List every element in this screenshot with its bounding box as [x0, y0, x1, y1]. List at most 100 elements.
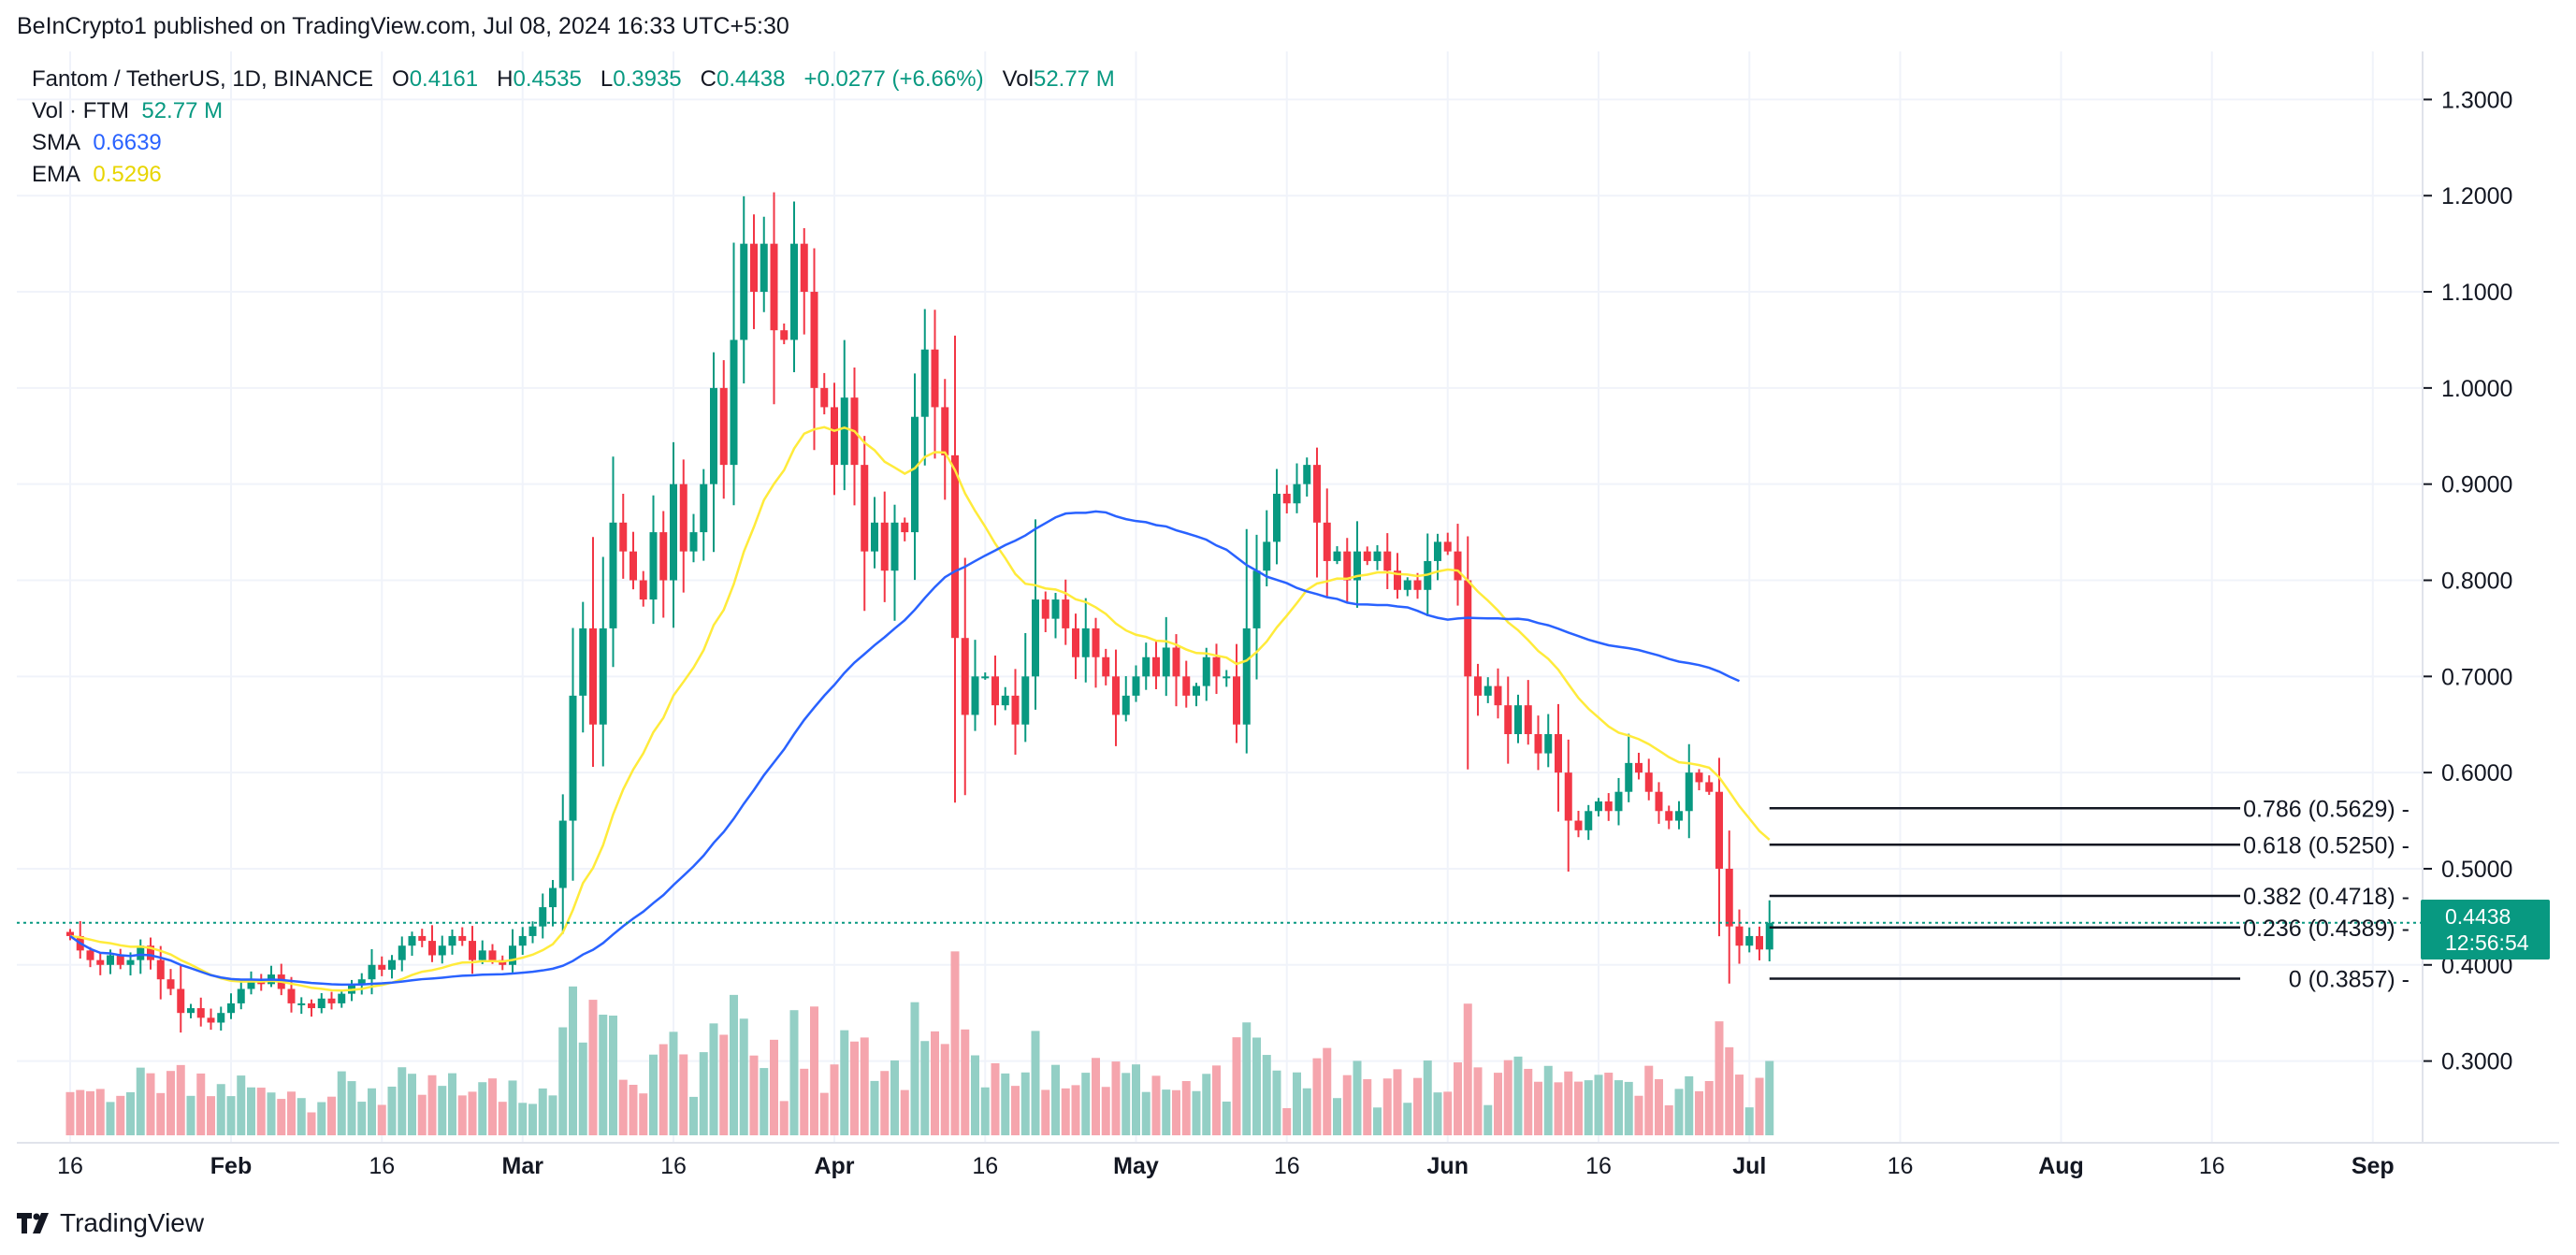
volume-bar [216, 1084, 225, 1135]
volume-bar [65, 1091, 75, 1135]
candle-body [558, 820, 567, 888]
volume-bar [156, 1092, 166, 1135]
volume-bar [1363, 1079, 1372, 1135]
candle-body [107, 955, 114, 965]
volume-bar [1202, 1074, 1211, 1135]
candle-body [679, 483, 687, 552]
volume-bar [317, 1102, 326, 1135]
candle-body [589, 628, 597, 725]
candle-body [1263, 541, 1271, 571]
fib-label: 0.618 (0.5250) - [2243, 832, 2410, 858]
candle-body [1494, 685, 1502, 706]
fib-label: 0.236 (0.4389) - [2243, 916, 2410, 942]
volume-bar [226, 1096, 236, 1135]
open-label: O [392, 66, 410, 92]
volume-label: Vol [1002, 66, 1034, 92]
tradingview-logo[interactable]: TradingView [17, 1208, 204, 1238]
candle-body [670, 483, 677, 581]
candle-body [871, 522, 878, 552]
candle-body [569, 695, 577, 821]
candle-body [237, 988, 245, 1003]
x-tick-label: Jul [1732, 1153, 1766, 1179]
volume-bar [1382, 1078, 1392, 1135]
candle-body [700, 483, 708, 533]
volume-bar [1312, 1058, 1322, 1135]
candle-body [137, 945, 145, 960]
volume-bar [940, 1044, 949, 1135]
volume-bar [518, 1103, 528, 1135]
volume-bar [508, 1080, 517, 1135]
candle-body [1242, 628, 1251, 725]
x-tick-label: 16 [972, 1153, 998, 1179]
candle-body [1162, 647, 1170, 677]
candle-body [428, 941, 436, 956]
x-tick-label: 16 [1585, 1153, 1612, 1179]
volume-bar [900, 1089, 909, 1135]
volume-bar [1503, 1060, 1512, 1135]
candle-body [368, 964, 376, 980]
volume-bar [1242, 1022, 1252, 1135]
volume-bar [488, 1078, 497, 1135]
volume-bar [1624, 1081, 1633, 1135]
volume-bar [1403, 1103, 1412, 1135]
candle-body [719, 387, 728, 466]
y-tick-label: 0.5000 [2441, 857, 2512, 883]
volume-bar [860, 1037, 869, 1135]
candle-body [619, 522, 628, 552]
volume-bar [427, 1075, 437, 1135]
volume-bar [1122, 1073, 1131, 1135]
ema-indicator-row[interactable]: EMA 0.5296 [32, 159, 1115, 191]
candle-body [790, 243, 798, 340]
candle-body [1555, 734, 1562, 773]
candle-body [1293, 483, 1301, 504]
candle-body [1172, 647, 1180, 677]
volume-bar [1232, 1037, 1241, 1135]
volume-bar [247, 1087, 255, 1135]
volume-bar [1323, 1047, 1332, 1135]
y-tick-label: 0.7000 [2441, 664, 2512, 690]
candle-body [861, 465, 869, 552]
volume-bar [1132, 1064, 1140, 1135]
candle-body [357, 979, 366, 985]
candle-body [177, 988, 185, 1014]
candle-body [458, 935, 467, 942]
candle-body [810, 292, 818, 388]
volume-bar [347, 1081, 356, 1135]
volume-bar [207, 1096, 215, 1135]
candle-body [126, 959, 135, 965]
ema-value: 0.5296 [93, 162, 162, 187]
candle-body [609, 522, 617, 628]
volume-bar [76, 1089, 85, 1135]
volume-bar [1664, 1104, 1673, 1135]
x-tick-label: 16 [369, 1153, 395, 1179]
candle-body [1443, 541, 1452, 552]
volume-bar [1715, 1021, 1724, 1135]
fibonacci-retracement: 0.786 (0.5629) - 0.618 (0.5250) - 0.382 (0… [1769, 796, 2410, 992]
candle-body [1725, 868, 1733, 927]
chart-legend: Fantom / TetherUS, 1D, BINANCE O0.4161 H… [32, 64, 1115, 191]
volume-bar [457, 1095, 467, 1135]
volume-bar [1634, 1095, 1643, 1135]
volume-bar [578, 1042, 587, 1135]
candle-body [800, 243, 808, 293]
volume-bar [1655, 1079, 1663, 1135]
volume-bar [1443, 1091, 1453, 1135]
candle-body [1182, 676, 1191, 696]
candle-body [378, 964, 386, 970]
candle-body [1756, 935, 1763, 950]
volume-indicator-row[interactable]: Vol · FTM 52.77 M [32, 95, 1115, 127]
candle-body [630, 551, 637, 581]
candle-body [931, 349, 939, 408]
sma-indicator-row[interactable]: SMA 0.6639 [32, 127, 1115, 159]
x-tick-label: May [1113, 1153, 1159, 1179]
candle-body [1001, 695, 1009, 706]
volume-bar [679, 1054, 688, 1135]
volume-bar [1071, 1085, 1080, 1135]
volume-bar [760, 1068, 769, 1135]
volume-bar [890, 1060, 899, 1135]
volume-bar [1594, 1075, 1603, 1135]
candle-body [1303, 465, 1311, 484]
close-label: C [700, 66, 717, 92]
volume-bar [1744, 1107, 1754, 1135]
